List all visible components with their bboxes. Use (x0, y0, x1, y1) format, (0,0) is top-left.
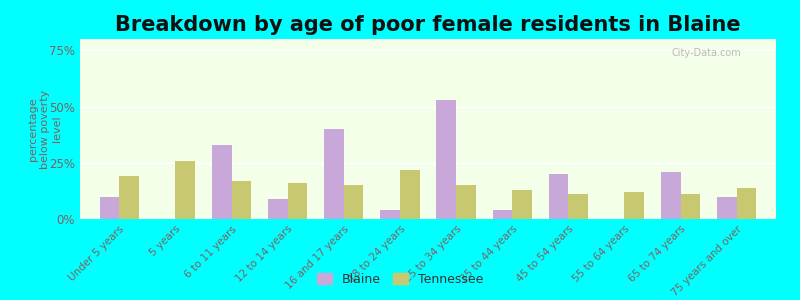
Bar (380, 210, 400, 219)
Bar (568, 194, 588, 219)
Bar (717, 196, 737, 219)
Bar (268, 199, 288, 219)
Title: Breakdown by age of poor female residents in Blaine: Breakdown by age of poor female resident… (115, 15, 741, 35)
Bar (625, 192, 644, 219)
Bar (512, 190, 532, 219)
Bar (437, 100, 456, 219)
Bar (175, 160, 195, 219)
Bar (344, 185, 363, 219)
Bar (737, 188, 756, 219)
Text: City-Data.com: City-Data.com (672, 48, 742, 58)
Bar (231, 181, 251, 219)
Bar (119, 176, 139, 219)
Bar (549, 174, 568, 219)
Bar (100, 196, 119, 219)
Bar (456, 185, 476, 219)
Bar (212, 145, 231, 219)
Bar (400, 169, 419, 219)
Y-axis label: percentage
below poverty
level: percentage below poverty level (28, 89, 62, 169)
Bar (681, 194, 700, 219)
Legend: Blaine, Tennessee: Blaine, Tennessee (311, 268, 489, 291)
Bar (493, 210, 512, 219)
Bar (288, 183, 307, 219)
Bar (324, 129, 344, 219)
Bar (661, 172, 681, 219)
